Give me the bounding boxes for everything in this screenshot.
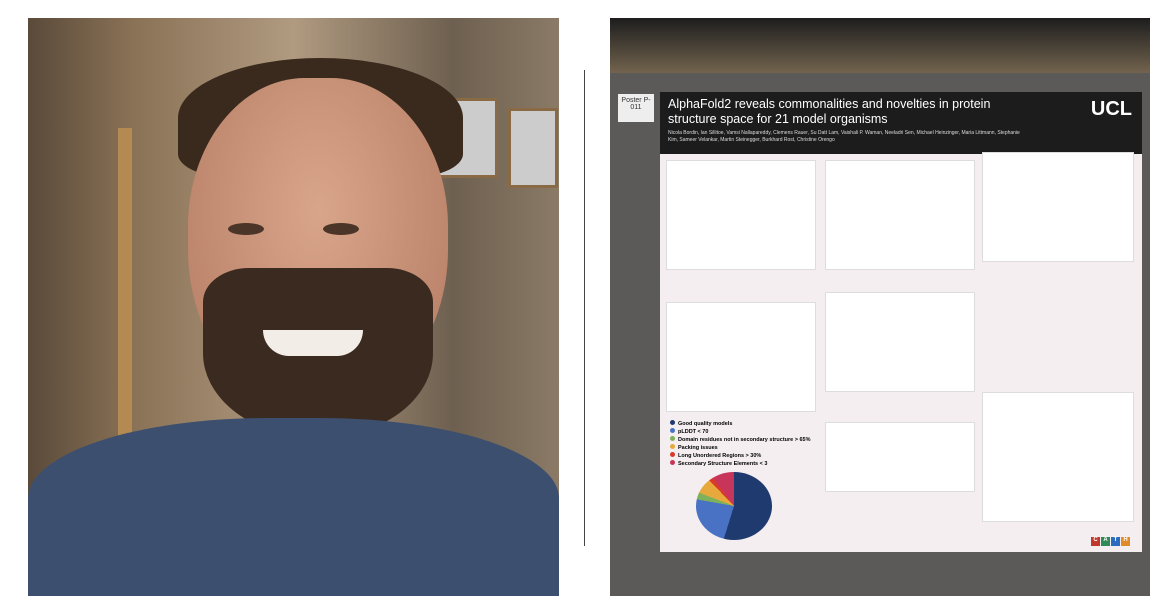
superfamily-pies-figure (825, 292, 975, 392)
poster: AlphaFold2 reveals commonalities and nov… (660, 92, 1142, 552)
cath-letter: T (1111, 537, 1120, 546)
coverage-pie-figure (825, 160, 975, 270)
quality-legend: Good quality models pLDDT < 70 Domain re… (670, 420, 811, 468)
legend-item: Packing issues (670, 444, 811, 452)
flowchart-figure (666, 160, 816, 270)
legend-item: pLDDT < 70 (670, 428, 811, 436)
eye (323, 223, 359, 235)
legend-item: Long Unordered Regions > 30% (670, 452, 811, 460)
legend-item: Domain residues not in secondary structu… (670, 436, 811, 444)
poster-photo: Poster P-011 AlphaFold2 reveals commonal… (610, 18, 1150, 596)
cath-letter: C (1091, 537, 1100, 546)
ucl-logo: UCL (1090, 98, 1132, 120)
legend-item: Good quality models (670, 420, 811, 428)
poster-number: Poster P-011 (618, 94, 654, 122)
boxplot-figure (666, 302, 816, 412)
poster-title: AlphaFold2 reveals commonalities and nov… (668, 97, 991, 126)
bookshelf (118, 128, 132, 448)
wall-picture (508, 108, 558, 188)
legend-item: Secondary Structure Elements < 3 (670, 460, 811, 468)
divider (584, 70, 585, 546)
smile (263, 330, 363, 356)
poster-header: AlphaFold2 reveals commonalities and nov… (660, 92, 1142, 154)
structures-figure (982, 392, 1134, 522)
cath-letter: H (1121, 537, 1130, 546)
eye (228, 223, 264, 235)
cath-letter: A (1101, 537, 1110, 546)
headshot-photo (28, 18, 559, 596)
shirt (28, 418, 559, 596)
bar-chart-figure (825, 422, 975, 492)
ceiling (610, 18, 1150, 78)
poster-authors: Nicola Bordin, Ian Sillitoe, Vamsi Nalla… (668, 130, 1020, 143)
funfam-chart-figure (982, 152, 1134, 262)
quality-pie-chart (696, 472, 772, 540)
cath-logo: C A T H (1091, 537, 1130, 546)
